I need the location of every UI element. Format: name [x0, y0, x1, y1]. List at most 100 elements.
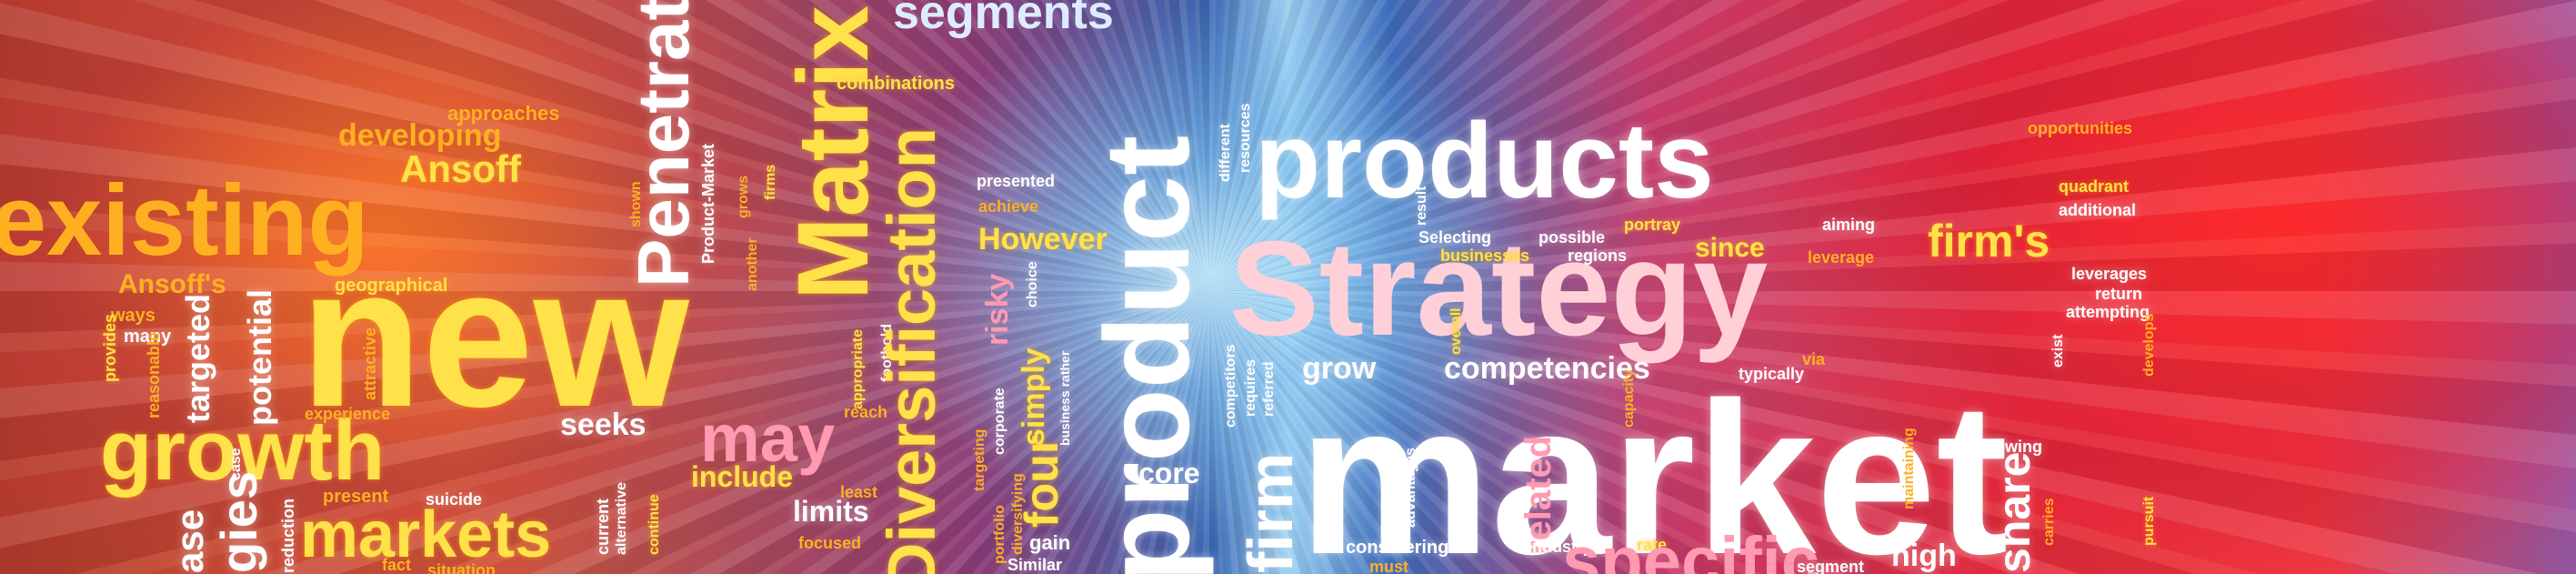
- word-maintaining: maintaining: [1901, 428, 1917, 509]
- word-must: must: [1369, 558, 1409, 574]
- word-appropriate: appropriate: [850, 328, 866, 409]
- word-choice: choice: [1025, 261, 1040, 307]
- word-focused: focused: [798, 534, 862, 552]
- word-rate: rate: [1637, 536, 1668, 554]
- word-grow: grow: [1302, 351, 1377, 386]
- word-approaches: approaches: [447, 102, 560, 125]
- word-fact: fact: [382, 556, 412, 574]
- word-portray: portray: [1624, 216, 1681, 234]
- word-markets: markets: [300, 498, 552, 571]
- word-presented: presented: [977, 172, 1056, 190]
- word-different: different: [1218, 124, 1233, 182]
- word-corporate: corporate: [992, 388, 1007, 455]
- word-suicide: suicide: [426, 490, 483, 509]
- word-reach: reach: [844, 403, 888, 421]
- word-diversification: Diversification: [874, 127, 949, 574]
- word-firm: firm: [1235, 452, 1306, 573]
- word-selecting: Selecting: [1418, 228, 1492, 247]
- word-referred: referred: [1261, 361, 1277, 417]
- word-regions: regions: [1568, 247, 1628, 265]
- word-case: case: [228, 448, 244, 480]
- word-increase: ase: [168, 509, 211, 573]
- word-seeks: seeks: [560, 408, 647, 442]
- word-gain: gain: [1029, 531, 1071, 554]
- word-simply: simply: [1017, 347, 1051, 446]
- word-leverages: leverages: [2071, 265, 2148, 283]
- word-products: products: [1255, 101, 1714, 221]
- word-continue: continue: [647, 494, 662, 555]
- word-least: least: [840, 483, 878, 501]
- word-current: current: [594, 498, 612, 555]
- word-ansoff: Ansoff: [400, 147, 521, 190]
- word-firms: firm's: [1928, 216, 2050, 267]
- word-return: return: [2095, 285, 2143, 303]
- word-risky: risky: [980, 273, 1015, 346]
- word-product: product: [1080, 135, 1214, 574]
- word-carries: carries: [2041, 498, 2057, 547]
- word-existing: existing: [0, 165, 369, 277]
- word-another: another: [745, 237, 760, 291]
- word-reasonable: reasonable: [145, 331, 163, 418]
- word-achieve: achieve: [978, 197, 1039, 216]
- word-since: since: [1695, 233, 1765, 263]
- word-quadrant: quadrant: [2059, 177, 2130, 196]
- word-firms-small: firms: [763, 164, 778, 200]
- word-developing: developing: [338, 118, 502, 153]
- word-growth: growth: [100, 402, 386, 498]
- word-attractive: attractive: [361, 327, 379, 400]
- word-ansoffs: Ansoff's: [118, 269, 226, 299]
- word-many: many: [124, 327, 172, 347]
- word-segments: segments: [893, 0, 1114, 39]
- word-businesses: businesses: [1440, 247, 1530, 265]
- word-advantages: advantages: [1403, 447, 1418, 528]
- word-develops: develops: [2141, 313, 2157, 377]
- word-industry: industry: [1528, 538, 1593, 556]
- word-limits: limits: [793, 495, 869, 528]
- word-shown: shown: [628, 181, 644, 227]
- word-via: via: [1802, 350, 1826, 368]
- word-strategy: Strategy: [1229, 214, 1769, 364]
- word-may: may: [700, 400, 836, 476]
- word-targeting: targeting: [972, 428, 987, 491]
- word-include: include: [691, 460, 794, 493]
- word-present: present: [323, 487, 389, 507]
- word-competencies: competencies: [1444, 351, 1650, 386]
- word-similar: Similar: [1007, 556, 1063, 574]
- word-specific: specific: [1562, 523, 1820, 574]
- word-leverage: leverage: [1808, 248, 1875, 267]
- word-market: market: [1298, 358, 2009, 574]
- word-result: result: [1414, 186, 1429, 226]
- word-typically: typically: [1739, 365, 1805, 383]
- word-combinations: combinations: [837, 74, 956, 94]
- word-business-rather: business rather: [1057, 350, 1072, 446]
- word-possible: possible: [1539, 228, 1606, 247]
- word-potential: potential: [241, 289, 278, 426]
- word-capacity: capacity: [1621, 368, 1637, 428]
- word-diversifying: diversifying: [1010, 473, 1026, 555]
- word-pursuit: pursuit: [2141, 496, 2157, 546]
- word-portfolio: portfolio: [992, 505, 1007, 564]
- word-aiming: aiming: [1822, 216, 1876, 234]
- word-exist: exist: [2050, 334, 2066, 368]
- word-strategies: gies: [210, 470, 267, 573]
- word-ways: ways: [111, 306, 155, 326]
- word-penetration: Penetrati: [623, 0, 704, 287]
- word-core: core: [1138, 457, 1200, 489]
- word-matrix: Matrix: [777, 5, 889, 300]
- word-however: However: [978, 222, 1108, 257]
- word-considering: considering: [1346, 538, 1449, 558]
- word-reduction: reduction: [279, 498, 297, 573]
- word-opportunities: opportunities: [2028, 119, 2132, 137]
- word-share: share: [1989, 451, 2040, 573]
- word-experience: experience: [305, 405, 391, 423]
- word-provides: provides: [101, 313, 119, 382]
- word-product-market: Product-Market: [699, 143, 717, 264]
- word-new: new: [300, 225, 689, 448]
- word-segment: segment: [1797, 558, 1865, 574]
- word-alternative: alternative: [614, 481, 629, 555]
- word-additional: additional: [2059, 201, 2136, 219]
- word-high: high: [1891, 539, 1957, 573]
- word-growing: growing: [1979, 438, 2042, 456]
- word-resources: resources: [1238, 103, 1253, 174]
- word-grows: grows: [736, 175, 751, 218]
